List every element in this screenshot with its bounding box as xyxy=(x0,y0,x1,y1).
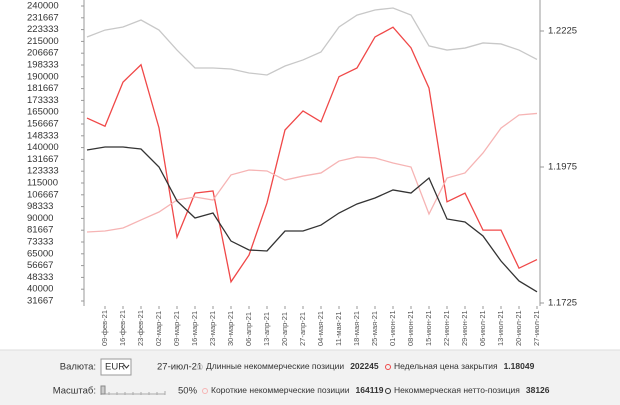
x-tick-label: 27-апр-21 xyxy=(298,312,307,346)
y-tick-label: 165000 xyxy=(27,107,59,118)
y-tick-label: 223333 xyxy=(27,24,59,35)
x-tick-label: 15-июн-21 xyxy=(424,310,433,346)
legend-marker xyxy=(197,364,203,370)
legend-name: Некоммерческая нетто-позиция xyxy=(394,385,520,395)
x-tick-label: 25-мая-21 xyxy=(370,311,379,346)
slider-thumb[interactable] xyxy=(100,385,106,395)
y-tick-label: 140000 xyxy=(27,142,59,153)
scale-label: Масштаб: xyxy=(53,386,96,397)
date: 27-июл-21 xyxy=(157,362,202,373)
x-tick-label: 23-фев-21 xyxy=(136,310,145,346)
y-tick-label: 215000 xyxy=(27,36,59,47)
legend-name: Короткие некоммерческие позиции xyxy=(211,385,350,395)
currency-value: EUR xyxy=(105,362,125,373)
y2-tick-label: 1.1725 xyxy=(548,298,577,309)
x-tick-label: 09-фев-21 xyxy=(100,310,109,346)
legend-value: 202245 xyxy=(350,361,379,371)
x-tick-label: 13-июл-21 xyxy=(496,310,505,346)
legend-marker xyxy=(202,388,208,394)
series-line xyxy=(86,146,538,293)
legend-entry: Некоммерческая нетто-позиция 38126 xyxy=(394,385,550,395)
x-tick-label: 13-апр-21 xyxy=(262,312,271,346)
y-tick-label: 31667 xyxy=(27,296,53,307)
legend-name: Длинные некоммерческие позиции xyxy=(206,361,344,371)
legend-entry: Длинные некоммерческие позиции 202245 xyxy=(206,361,379,371)
y-tick-label: 206667 xyxy=(27,48,59,59)
y-tick-label: 173333 xyxy=(27,95,59,106)
y-tick-label: 90000 xyxy=(27,213,53,224)
currency-label: Валюта: xyxy=(60,362,96,373)
x-tick-label: 18-мая-21 xyxy=(352,311,361,346)
select-chevron xyxy=(123,364,130,369)
scale-value: 50% xyxy=(178,386,198,397)
legend-marker xyxy=(385,388,391,394)
y2-tick-label: 1.2225 xyxy=(548,26,577,37)
y-tick-label: 156667 xyxy=(27,119,59,130)
y-tick-label: 181667 xyxy=(27,83,59,94)
x-tick-label: 08-июн-21 xyxy=(406,310,415,346)
x-tick-label: 06-апр-21 xyxy=(244,312,253,346)
series-line xyxy=(86,7,538,76)
y-tick-label: 190000 xyxy=(27,71,59,82)
legend-entry: Короткие некоммерческие позиции 164119 xyxy=(211,385,384,395)
y2-tick-label: 1.1975 xyxy=(548,162,577,173)
x-tick-label: 16-фев-21 xyxy=(118,310,127,346)
currency-select[interactable] xyxy=(100,358,132,376)
x-tick-label: 20-апр-21 xyxy=(280,312,289,346)
y-tick-label: 65000 xyxy=(27,248,53,259)
x-tick-label: 30-мар-21 xyxy=(226,311,235,346)
control-panel xyxy=(0,350,620,405)
y-tick-label: 131667 xyxy=(27,154,59,165)
legend-name: Недельная цена закрытия xyxy=(394,361,498,371)
legend-value: 164119 xyxy=(356,385,384,395)
x-tick-label: 06-июл-21 xyxy=(478,310,487,346)
x-tick-label: 01-июн-21 xyxy=(388,310,397,346)
x-tick-label: 23-мар-21 xyxy=(208,311,217,346)
y-tick-label: 148333 xyxy=(27,130,59,141)
x-tick-label: 20-июл-21 xyxy=(514,310,523,346)
y-tick-label: 56667 xyxy=(27,260,53,271)
series-line xyxy=(86,26,538,284)
x-tick-label: 29-июн-21 xyxy=(460,310,469,346)
y-tick-label: 240000 xyxy=(27,1,59,12)
y-tick-label: 123333 xyxy=(27,166,59,177)
legend-value: 1.18049 xyxy=(504,361,535,371)
y-tick-label: 81667 xyxy=(27,225,53,236)
y-tick-label: 106667 xyxy=(27,189,59,200)
x-tick-label: 04-мая-21 xyxy=(316,311,325,346)
y-tick-label: 73333 xyxy=(27,237,53,248)
y-tick-label: 40000 xyxy=(27,284,53,295)
legend-marker xyxy=(385,364,391,370)
x-tick-label: 22-июн-21 xyxy=(442,310,451,346)
x-tick-label: 09-мар-21 xyxy=(172,311,181,346)
y-tick-label: 115000 xyxy=(27,178,58,189)
x-tick-label: 11-мая-21 xyxy=(334,311,343,346)
y-tick-label: 231667 xyxy=(27,12,59,23)
x-tick-label: 02-мар-21 xyxy=(154,311,163,346)
series-line xyxy=(86,112,538,233)
legend-value: 38126 xyxy=(526,385,550,395)
legend-entry: Недельная цена закрытия 1.18049 xyxy=(394,361,535,371)
y-tick-label: 198333 xyxy=(27,60,59,71)
x-tick-label: 27-июл-21 xyxy=(532,310,541,346)
y-tick-label: 98333 xyxy=(27,201,53,212)
x-tick-label: 16-мар-21 xyxy=(190,311,199,346)
y-tick-label: 48333 xyxy=(27,272,53,283)
